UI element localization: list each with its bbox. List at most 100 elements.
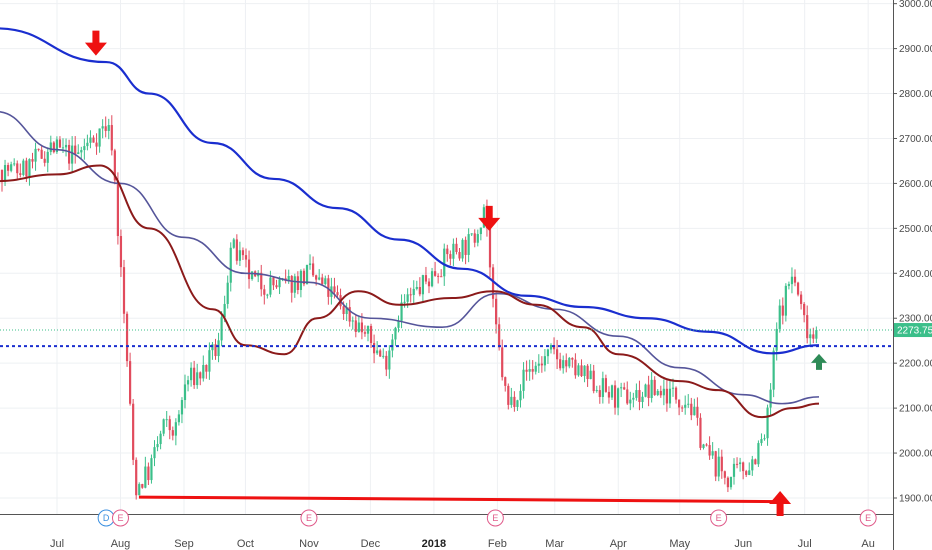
event-marker-icon[interactable] <box>300 509 318 527</box>
candle-body <box>452 243 455 259</box>
candle-body <box>159 433 162 445</box>
arrow-down-icon <box>84 30 107 56</box>
candle-body <box>647 384 650 399</box>
candle-body <box>623 387 626 390</box>
candle-body <box>0 169 4 183</box>
candle-body <box>556 349 559 360</box>
candle-body <box>177 414 180 423</box>
candle-body <box>641 396 644 403</box>
candle-body <box>217 340 220 357</box>
candle-body <box>638 390 641 403</box>
candle-body <box>501 347 504 378</box>
candle-body <box>171 430 174 436</box>
candle-body <box>269 277 272 295</box>
candle-body <box>766 407 769 439</box>
candle-body <box>693 406 696 416</box>
candle-body <box>220 317 223 341</box>
candle-body <box>498 324 501 348</box>
candle-body <box>235 239 238 261</box>
candle-body <box>586 365 589 380</box>
candle-body <box>659 390 662 396</box>
candle-body <box>522 369 525 391</box>
event-marker-icon[interactable] <box>112 509 129 527</box>
candle-body <box>7 165 10 171</box>
candle-body <box>678 399 681 408</box>
candle-body <box>711 451 714 456</box>
candle-body <box>110 125 113 151</box>
candle-body <box>135 459 138 496</box>
chart-grid <box>0 0 893 514</box>
candle-body <box>52 142 55 153</box>
candle-body <box>397 320 400 328</box>
candle-body <box>369 325 373 344</box>
event-marker-icon[interactable] <box>859 509 877 527</box>
candle-body <box>22 160 25 175</box>
candle-body <box>714 451 717 477</box>
candle-body <box>263 289 266 295</box>
candle-body <box>720 456 723 472</box>
y-tick-label: 2500.00 <box>899 224 932 235</box>
candle-body <box>772 350 775 390</box>
candle-body <box>318 277 321 280</box>
candle-body <box>528 369 531 372</box>
candle-body <box>83 146 86 151</box>
candle-body <box>571 357 574 360</box>
x-tick-label: 2018 <box>422 538 446 550</box>
candle-body <box>787 284 790 286</box>
candle-body <box>735 463 739 465</box>
candle-body <box>674 387 678 400</box>
candle-body <box>644 384 647 397</box>
y-tick-label: 2800.00 <box>899 89 932 100</box>
candle-body <box>592 370 595 392</box>
candle-body <box>577 365 580 376</box>
x-axis-panel <box>0 514 893 550</box>
x-tick-label: Feb <box>488 538 507 550</box>
event-marker-label: E <box>117 513 123 523</box>
candle-body <box>806 315 809 339</box>
x-tick-label: Dec <box>361 538 381 550</box>
candle-body <box>272 277 275 286</box>
candle-body <box>293 276 296 293</box>
y-tick-label: 2400.00 <box>899 269 932 280</box>
candle-body <box>287 276 290 281</box>
candle-body <box>790 276 794 285</box>
candle-body <box>92 137 95 143</box>
candle-body <box>107 125 110 131</box>
candle-body <box>812 334 815 339</box>
candle-body <box>165 419 168 421</box>
event-marker-icon[interactable] <box>710 509 728 527</box>
candle-body <box>308 263 312 265</box>
candle-body <box>671 387 675 389</box>
y-tick-label: 2700.00 <box>899 134 932 145</box>
candle-body <box>77 152 80 155</box>
candle-body <box>354 320 357 332</box>
candle-body <box>784 285 787 316</box>
candle-body <box>351 320 354 322</box>
candle-body <box>434 271 437 276</box>
x-tick-label: Apr <box>610 538 627 550</box>
candle-body <box>418 286 421 295</box>
candle-body <box>366 325 370 334</box>
candle-body <box>662 388 665 396</box>
support-trendline <box>138 495 783 504</box>
candle-body <box>742 462 745 472</box>
candle-body <box>388 350 391 370</box>
y-axis-panel <box>893 0 932 550</box>
candle-body <box>241 250 245 256</box>
candle-body <box>488 228 492 268</box>
x-tick-label: Sep <box>174 538 194 550</box>
candle-body <box>71 145 74 164</box>
candle-body <box>760 439 763 444</box>
candle-body <box>113 150 116 181</box>
x-tick-label: Mar <box>545 538 564 550</box>
candle-body <box>193 367 196 386</box>
candle-body <box>717 456 720 477</box>
event-marker-icon[interactable] <box>486 509 504 527</box>
candle-body <box>726 477 729 488</box>
candle-body <box>699 417 702 448</box>
candle-body <box>348 307 351 322</box>
y-tick-label: 2900.00 <box>899 44 932 55</box>
candle-body <box>315 275 318 280</box>
candle-body <box>336 292 339 296</box>
